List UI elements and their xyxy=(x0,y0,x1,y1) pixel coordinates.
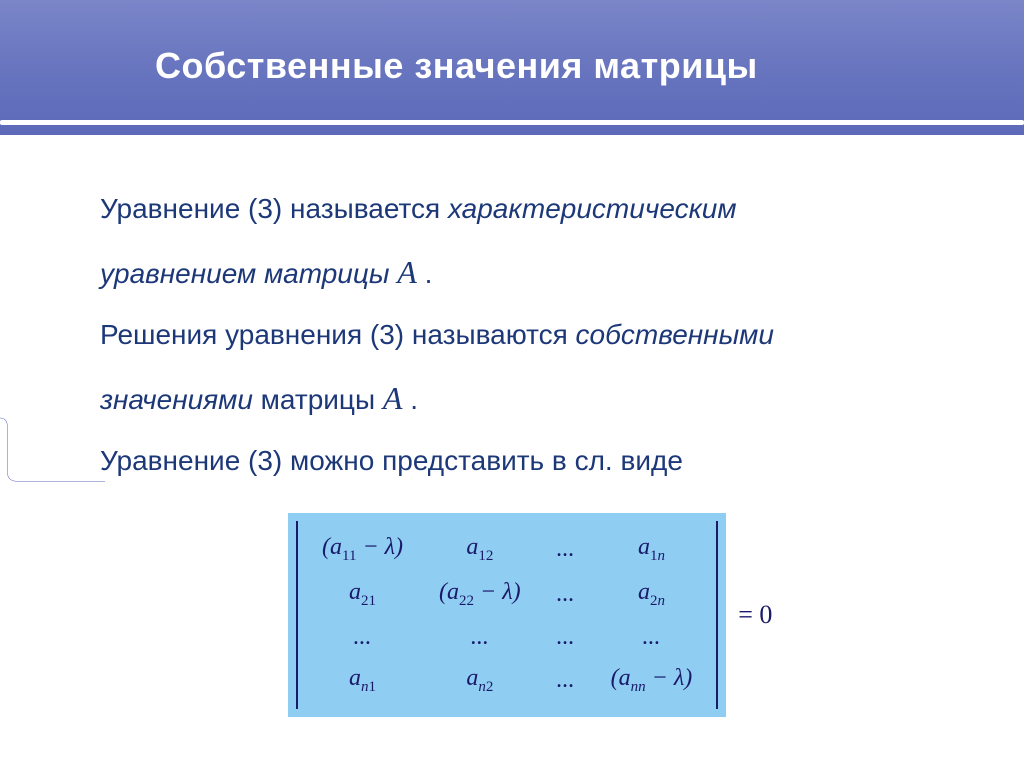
cell-r1c3: ... xyxy=(539,527,593,572)
p3-text-a: Решения уравнения (3) называются xyxy=(100,319,576,350)
header-underline xyxy=(0,120,1024,125)
matrix-row-3: ... ... ... ... xyxy=(304,617,710,658)
p1-text-a: Уравнение (3) называется xyxy=(100,193,448,224)
matrix-box: (a11 − λ) a12 ... a1n a21 (a22 − λ) ... … xyxy=(288,513,726,716)
cell-r2c4: a2n xyxy=(593,572,711,617)
sub-11: 11 xyxy=(342,548,356,564)
paragraph-2: уравнением матрицы A . xyxy=(100,239,970,306)
paragraph-5: Уравнение (3) можно представить в сл. ви… xyxy=(100,432,970,491)
cell-r3c1: ... xyxy=(304,617,421,658)
decorative-curve xyxy=(0,135,105,767)
sub-12: 12 xyxy=(478,548,493,564)
p2-text-a: уравнением матрицы xyxy=(100,258,397,289)
sub-22: 22 xyxy=(459,593,474,609)
paragraph-3: Решения уравнения (3) называются собстве… xyxy=(100,306,970,365)
body-text: Уравнение (3) называется характеристичес… xyxy=(100,180,970,491)
slide-header: Собственные значения матрицы xyxy=(0,0,1024,135)
sub-21: 21 xyxy=(361,593,376,609)
equals-zero: = 0 xyxy=(738,600,772,630)
p4-A: A xyxy=(383,380,403,416)
cell-r4c2: an2 xyxy=(421,658,539,703)
determinant-bar-left xyxy=(296,521,298,708)
slide-title: Собственные значения матрицы xyxy=(155,45,758,87)
sub-nn: nn xyxy=(631,679,646,695)
matrix-row-4: an1 an2 ... (ann − λ) xyxy=(304,658,710,703)
cell-r2c1: a21 xyxy=(304,572,421,617)
matrix-row-1: (a11 − λ) a12 ... a1n xyxy=(304,527,710,572)
sub-2n: 2n xyxy=(650,593,665,609)
sub-1n: 1n xyxy=(650,548,665,564)
cell-r2c3: ... xyxy=(539,572,593,617)
p1-text-b: характеристическим xyxy=(448,193,737,224)
p4-dot: . xyxy=(402,384,418,415)
matrix-table: (a11 − λ) a12 ... a1n a21 (a22 − λ) ... … xyxy=(304,527,710,702)
cell-r1c4: a1n xyxy=(593,527,711,572)
paragraph-1: Уравнение (3) называется характеристичес… xyxy=(100,180,970,239)
cell-r3c4: ... xyxy=(593,617,711,658)
p2-A: A xyxy=(397,254,417,290)
cell-r4c3: ... xyxy=(539,658,593,703)
cell-r2c2: (a22 − λ) xyxy=(421,572,539,617)
paragraph-4: значениями матрицы A . xyxy=(100,365,970,432)
cell-r3c3: ... xyxy=(539,617,593,658)
sub-n2: n2 xyxy=(478,679,493,695)
cell-r4c4: (ann − λ) xyxy=(593,658,711,703)
sub-n1: n1 xyxy=(361,679,376,695)
cell-r1c1: (a11 − λ) xyxy=(304,527,421,572)
p4-text-b: матрицы xyxy=(253,384,383,415)
determinant-bar-right xyxy=(716,521,718,708)
cell-r1c2: a12 xyxy=(421,527,539,572)
cell-r4c1: an1 xyxy=(304,658,421,703)
matrix-row-2: a21 (a22 − λ) ... a2n xyxy=(304,572,710,617)
p2-dot: . xyxy=(417,258,433,289)
p3-text-b: собственными xyxy=(576,319,774,350)
cell-r3c2: ... xyxy=(421,617,539,658)
p4-text-a: значениями xyxy=(100,384,253,415)
determinant-equation: (a11 − λ) a12 ... a1n a21 (a22 − λ) ... … xyxy=(288,520,768,710)
